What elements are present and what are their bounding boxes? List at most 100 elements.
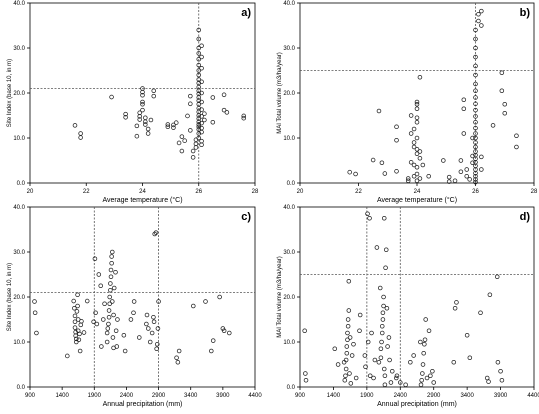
chart-d-point-12 (345, 337, 350, 343)
chart-a-point-84 (210, 119, 216, 125)
chart-b-point-9 (405, 176, 411, 181)
chart-c-point-50 (110, 335, 116, 340)
chart-d-point-86 (486, 379, 491, 384)
chart-b-point-41 (458, 158, 464, 163)
chart-b-xtick-label: 24 (414, 189, 421, 195)
chart-d-point-3 (332, 346, 338, 352)
chart-c-point-31 (99, 344, 104, 349)
chart-d-point-83 (467, 355, 473, 361)
chart-a-point-82 (202, 117, 207, 123)
chart-b-ytick-label: 40.0 (283, 1, 295, 7)
chart-d-point-41 (379, 330, 385, 336)
chart-d-point-88 (494, 274, 500, 280)
chart-b-point-65 (473, 125, 478, 131)
chart-d-point-21 (349, 353, 355, 358)
chart-b-point-32 (417, 176, 423, 181)
chart-b-point-14 (411, 126, 417, 132)
chart-b-point-0 (347, 169, 353, 175)
chart-a-ylabel: Site Index (base 10, in m) (7, 59, 13, 127)
chart-d-point-52 (383, 247, 389, 253)
chart-d-point-44 (380, 310, 386, 316)
chart-a-xtick-label: 20 (27, 189, 34, 195)
chart-a-point-6 (134, 133, 140, 139)
chart-a-point-76 (199, 99, 204, 105)
chart-c-point-37 (106, 321, 111, 327)
chart-a-point-86 (221, 107, 227, 113)
chart-b-point-68 (473, 107, 478, 113)
chart-d-point-47 (381, 366, 387, 372)
chart-c-point-38 (106, 314, 112, 320)
chart-b-point-6 (394, 124, 399, 130)
chart-d-panel: 900 1400 1900 2400 2900 3400 3900 4400 0.0 10.0 20… (277, 205, 539, 408)
chart-b-panel-label: b) (520, 7, 531, 19)
chart-c-point-1 (32, 310, 38, 316)
chart-b-point-28 (414, 171, 420, 177)
chart-c-point-23 (81, 330, 87, 335)
chart-b-point-29 (414, 178, 420, 184)
chart-b-point-5 (382, 171, 388, 176)
chart-c-point-53 (111, 285, 117, 291)
chart-b-point-15 (411, 140, 417, 145)
chart-b-point-84 (479, 154, 484, 160)
chart-b-point-51 (473, 179, 478, 185)
chart-a-point-62 (196, 68, 202, 73)
chart-c-point-61 (131, 310, 136, 316)
chart-b-point-48 (470, 160, 475, 166)
chart-a-point-3 (109, 94, 114, 100)
chart-a-point-28 (171, 122, 176, 128)
chart-d-point-8 (343, 366, 349, 372)
chart-d-point-70 (421, 350, 426, 356)
chart-d-point-38 (378, 355, 384, 361)
chart-c-point-49 (110, 299, 115, 304)
chart-a-xlabel: Average temperature (°C) (102, 196, 182, 204)
chart-b-point-35 (426, 173, 431, 179)
chart-c-point-43 (108, 281, 113, 286)
chart-b-point-73 (473, 72, 478, 78)
chart-c-point-62 (131, 299, 137, 304)
chart-d-point-16 (346, 308, 352, 313)
chart-a-point-12 (140, 101, 145, 107)
chart-c-point-84 (217, 294, 222, 300)
chart-c-point-42 (108, 287, 113, 293)
chart-c-point-47 (109, 254, 114, 259)
chart-c-point-76 (156, 299, 161, 304)
chart-c-point-10 (73, 333, 78, 338)
chart-d-point-29 (365, 339, 371, 345)
chart-d-point-53 (384, 305, 390, 311)
chart-d-point-46 (381, 294, 386, 300)
chart-c-point-85 (220, 326, 226, 331)
chart-d-point-61 (398, 380, 403, 385)
chart-c-point-86 (221, 328, 227, 334)
chart-c-point-69 (151, 314, 156, 320)
chart-c-point-21 (78, 322, 84, 328)
chart-b-point-88 (502, 101, 508, 107)
chart-d-point-87 (487, 292, 493, 298)
chart-b-xlabel: Average temperature (°C) (377, 196, 457, 204)
chart-d-point-17 (346, 278, 352, 284)
chart-d-point-62 (403, 382, 408, 388)
chart-d-point-4 (335, 362, 341, 367)
chart-b-point-4 (379, 160, 385, 166)
chart-a-xtick-label: 28 (252, 189, 259, 195)
chart-b-point-21 (414, 119, 420, 125)
chart-c-point-64 (144, 321, 149, 327)
chart-c-ylabel: Site Index (base 10, in m) (7, 263, 13, 331)
chart-d-ytick-label: 10.0 (283, 340, 295, 346)
chart-a-point-64 (196, 56, 202, 62)
chart-d-point-2 (303, 377, 309, 383)
chart-b-point-16 (411, 162, 417, 168)
chart-d-point-57 (388, 380, 394, 385)
chart-b-point-33 (417, 74, 423, 80)
chart-b-point-22 (414, 106, 420, 112)
chart-a-point-81 (199, 43, 204, 49)
chart-b-point-40 (458, 169, 464, 175)
chart-c-point-6 (72, 313, 78, 319)
chart-b-point-69 (473, 101, 478, 107)
chart-d-point-14 (345, 323, 351, 329)
chart-a-point-19 (143, 115, 148, 121)
chart-a-xtick-label: 26 (195, 189, 202, 195)
chart-a-point-63 (196, 62, 202, 68)
chart-d-xtick-label: 3400 (460, 393, 474, 399)
chart-a-point-32 (179, 134, 185, 139)
